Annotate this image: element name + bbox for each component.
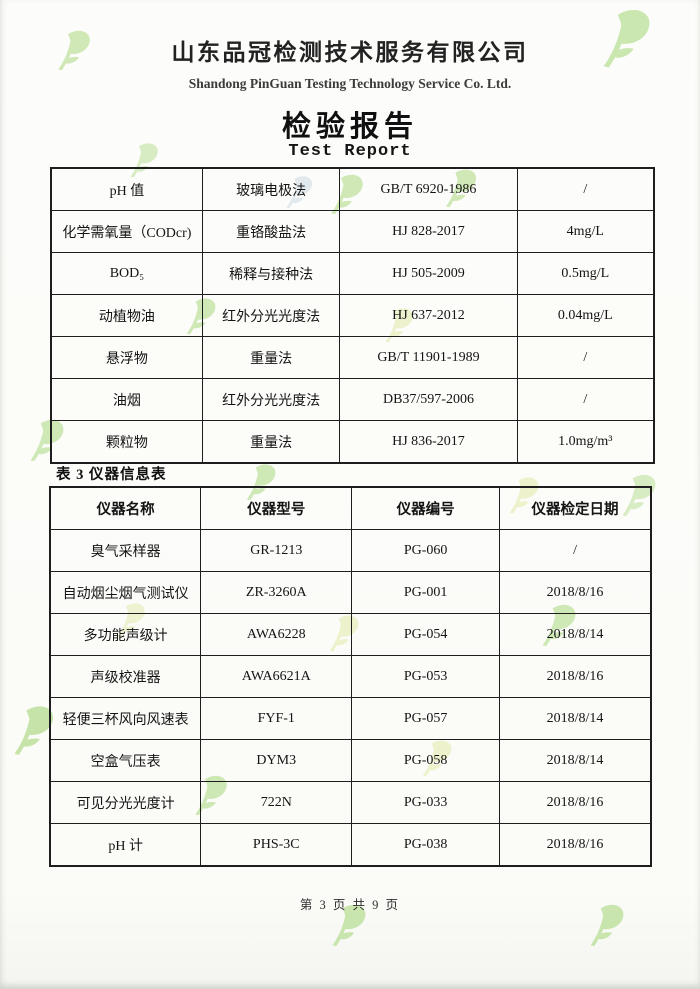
table-cell: /: [516, 378, 655, 421]
table-cell: 重量法: [201, 420, 341, 464]
table-cell: /: [516, 336, 655, 379]
table-cell: HJ 836-2017: [339, 420, 518, 464]
table-row: 空盒气压表 DYM3 PG-058 2018/8/14: [49, 739, 652, 782]
table-cell: 1.0mg/m³: [516, 420, 655, 464]
table-cell: PG-053: [351, 655, 501, 698]
table-cell: DB37/597-2006: [339, 378, 518, 421]
table-cell: 722N: [200, 781, 353, 824]
table-cell: 2018/8/16: [499, 571, 652, 614]
table-cell: 空盒气压表: [49, 739, 202, 782]
table-cell: PG-038: [351, 823, 501, 867]
company-name-cn: 山东品冠检测技术服务有限公司: [171, 40, 529, 65]
table-cell: 声级校准器: [49, 655, 202, 698]
table-cell: 动植物油: [50, 294, 203, 337]
table-cell: pH 计: [49, 823, 202, 867]
table-cell: PG-057: [351, 697, 501, 740]
table-cell: 重量法: [201, 336, 341, 379]
table-row: BOD₅ 稀释与接种法 HJ 505-2009 0.5mg/L: [50, 252, 655, 295]
table-cell: 0.04mg/L: [516, 294, 655, 337]
table-cell: PG-058: [351, 739, 501, 782]
table-cell: GB/T 6920-1986: [339, 167, 518, 211]
table-cell: /: [516, 167, 655, 211]
method-table: pH 值玻璃电极法 GB/T 6920-1986/化学需氧量（CODcr) 重铬酸盐…: [50, 167, 655, 464]
table-row: 可见分光光度计 722N PG-033 2018/8/16: [49, 781, 652, 824]
method-table-body: pH 值玻璃电极法 GB/T 6920-1986/化学需氧量（CODcr) 重铬酸盐…: [50, 167, 655, 464]
table-cell: PG-001: [351, 571, 501, 614]
table-cell: PHS-3C: [200, 823, 353, 867]
instrument-table-body: 臭气采样器 GR-1213 PG-060/自动烟尘烟气测试仪 ZR-3260A PG-0…: [49, 529, 652, 867]
table-row: 油烟 红外分光光度法 DB37/597-2006/: [50, 378, 655, 421]
table-cell: GR-1213: [200, 529, 353, 572]
table-cell: 玻璃电极法: [201, 167, 341, 211]
table-cell: AWA6621A: [200, 655, 353, 698]
table-cell: GB/T 11901-1989: [339, 336, 518, 379]
table-cell: 稀释与接种法: [201, 252, 341, 295]
instrument-table-header-row: 仪器名称 仪器型号 仪器编号 仪器检定日期: [49, 486, 652, 530]
table-cell: PG-054: [351, 613, 501, 656]
table-cell: 重铬酸盐法: [201, 210, 341, 253]
table-cell: 多功能声级计: [49, 613, 202, 656]
table-row: pH 计 PHS-3C PG-038 2018/8/16: [49, 823, 652, 867]
table-row: 自动烟尘烟气测试仪 ZR-3260A PG-001 2018/8/16: [49, 571, 652, 614]
table-cell: 颗粒物: [50, 420, 203, 464]
table-cell: pH 值: [50, 167, 203, 211]
table-row: 悬浮物 重量法 GB/T 11901-1989/: [50, 336, 655, 379]
table-header-cell: 仪器名称: [49, 486, 202, 530]
table-cell: AWA6228: [200, 613, 353, 656]
table-header-cell: 仪器检定日期: [499, 486, 652, 530]
table-cell: HJ 505-2009: [339, 252, 518, 295]
table-cell: 2018/8/16: [499, 823, 652, 867]
table-row: pH 值玻璃电极法 GB/T 6920-1986/: [50, 167, 655, 211]
table-row: 化学需氧量（CODcr) 重铬酸盐法 HJ 828-2017 4mg/L: [50, 210, 655, 253]
table-cell: /: [499, 529, 652, 572]
table-cell: 2018/8/14: [499, 739, 652, 782]
report-title-en: Test Report: [288, 142, 412, 161]
table-cell: HJ 828-2017: [339, 210, 518, 253]
table-header-cell: 仪器编号: [351, 486, 501, 530]
table-cell: 2018/8/16: [499, 655, 652, 698]
table-cell: 2018/8/16: [499, 781, 652, 824]
instrument-table-caption: 表 3 仪器信息表: [56, 467, 167, 483]
table-row: 臭气采样器 GR-1213 PG-060/: [49, 529, 652, 572]
table-cell: PG-033: [351, 781, 501, 824]
table-cell: FYF-1: [200, 697, 353, 740]
table-cell: 可见分光光度计: [49, 781, 202, 824]
company-name-en: Shandong PinGuan Testing Technology Serv…: [188, 76, 512, 91]
table-cell: HJ 637-2012: [339, 294, 518, 337]
table-cell: BOD₅: [50, 252, 203, 295]
table-cell: 4mg/L: [516, 210, 655, 253]
table-cell: PG-060: [351, 529, 501, 572]
table-cell: 2018/8/14: [499, 697, 652, 740]
table-cell: 悬浮物: [50, 336, 203, 379]
page-number: 第 3 页 共 9 页: [299, 898, 401, 912]
table-cell: ZR-3260A: [200, 571, 353, 614]
table-cell: 自动烟尘烟气测试仪: [49, 571, 202, 614]
table-cell: 轻便三杯风向风速表: [49, 697, 202, 740]
instrument-table: 仪器名称 仪器型号 仪器编号 仪器检定日期 臭气采样器 GR-1213 PG-060/自动…: [49, 486, 652, 867]
table-cell: 红外分光光度法: [201, 294, 341, 337]
table-row: 动植物油 红外分光光度法 HJ 637-2012 0.04mg/L: [50, 294, 655, 337]
table-cell: 0.5mg/L: [516, 252, 655, 295]
table-cell: 化学需氧量（CODcr): [50, 210, 203, 253]
table-cell: 2018/8/14: [499, 613, 652, 656]
table-row: 颗粒物 重量法 HJ 836-2017 1.0mg/m³: [50, 420, 655, 464]
table-cell: 臭气采样器: [49, 529, 202, 572]
table-header-cell: 仪器型号: [200, 486, 353, 530]
table-row: 声级校准器 AWA6621A PG-053 2018/8/16: [49, 655, 652, 698]
table-row: 多功能声级计 AWA6228 PG-054 2018/8/14: [49, 613, 652, 656]
report-title-cn: 检验报告: [281, 111, 418, 143]
table-cell: 油烟: [50, 378, 203, 421]
table-cell: 红外分光光度法: [201, 378, 341, 421]
table-row: 轻便三杯风向风速表 FYF-1 PG-057 2018/8/14: [49, 697, 652, 740]
table-cell: DYM3: [200, 739, 353, 782]
